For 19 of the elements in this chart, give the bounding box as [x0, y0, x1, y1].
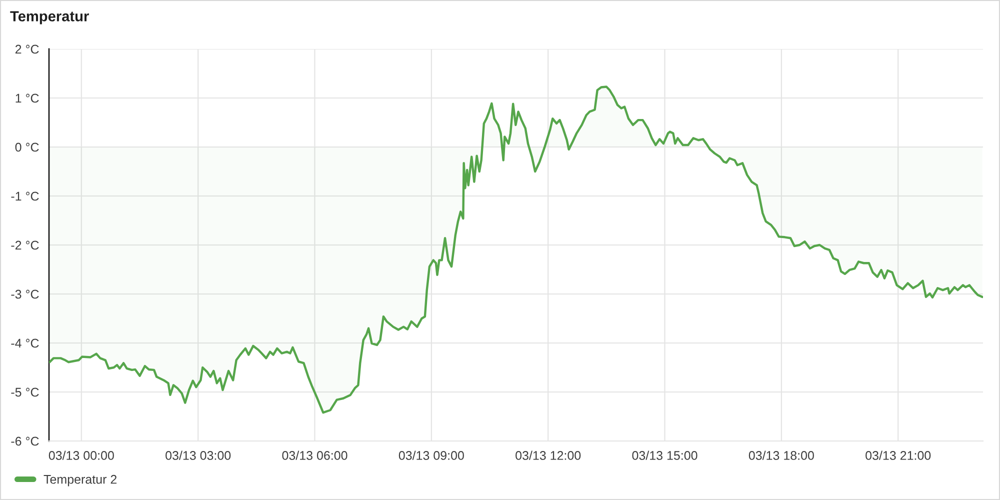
x-tick-label: 03/13 21:00 — [866, 450, 931, 460]
x-tick-label: 03/13 00:00 — [48, 450, 114, 460]
y-tick-label: -3 °C — [11, 290, 39, 299]
y-tick-label: -5 °C — [11, 388, 39, 397]
y-tick-label: -2 °C — [11, 240, 39, 250]
x-tick-label: 03/13 06:00 — [282, 450, 348, 460]
x-tick-label: 03/13 18:00 — [748, 450, 814, 460]
x-tick-label: 03/13 09:00 — [398, 450, 464, 460]
legend-label: Temperatur 2 — [44, 474, 117, 486]
y-tick-label: 0 °C — [15, 142, 39, 152]
y-tick-label: -6 °C — [11, 436, 39, 446]
x-tick-label: 03/13 03:00 — [166, 450, 231, 460]
y-tick-label: -1 °C — [11, 192, 39, 201]
chart-title: Temperatur — [10, 11, 89, 24]
y-tick-label: 1 °C — [16, 94, 39, 103]
x-tick-label: 03/13 15:00 — [632, 450, 698, 460]
x-tick-label: 03/13 12:00 — [516, 450, 581, 460]
y-tick-label: -4 °C — [11, 338, 39, 348]
y-tick-label: 2 °C — [15, 44, 39, 54]
